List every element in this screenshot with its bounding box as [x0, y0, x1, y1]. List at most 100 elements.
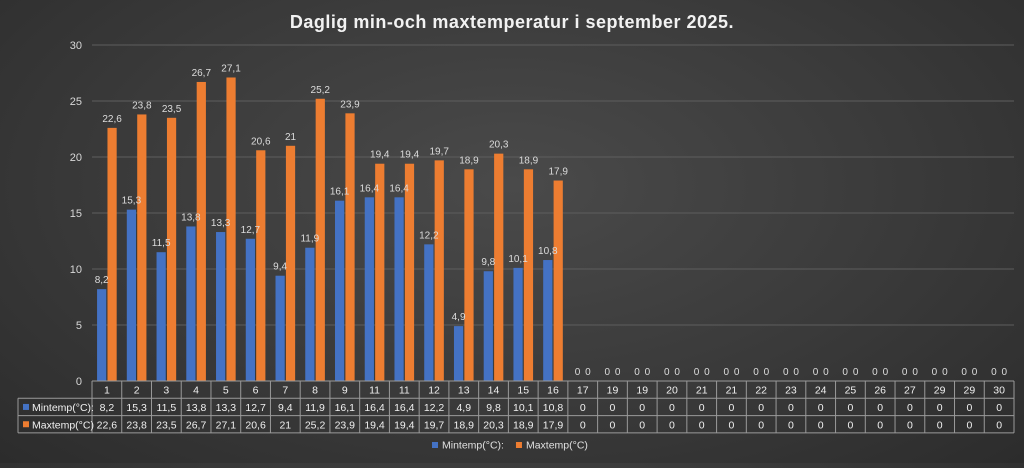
- x-tick-label: 29: [934, 385, 946, 397]
- min-bar-13: [453, 326, 464, 381]
- table-cell: 0: [639, 419, 645, 431]
- data-labels: 8,2 15,3 11,5 13,8 13,3 12,7 9,4 11,9 16,1 16,4 16…: [95, 63, 1008, 378]
- table-cell: 0: [729, 402, 735, 414]
- min-data-label: 12,7: [241, 225, 261, 236]
- x-tick-label: 3: [163, 385, 169, 397]
- table-cell: 0: [907, 419, 913, 431]
- table-cell: 0: [699, 419, 705, 431]
- min-bar-6: [245, 238, 255, 381]
- min-data-label: 8,2: [95, 275, 109, 286]
- max-data-label: 25,2: [311, 85, 331, 96]
- y-tick-label: 30: [70, 40, 82, 52]
- table-cell: 0: [847, 419, 853, 431]
- x-tick-label: 30: [993, 385, 1005, 397]
- min-data-label: 16,4: [360, 183, 380, 194]
- max-data-label: 20,3: [489, 140, 509, 151]
- min-bar-12: [424, 244, 434, 381]
- max-data-label: 0: [883, 367, 889, 378]
- max-data-label: 19,4: [400, 150, 420, 161]
- table-series-name: Maxtemp(°C): [32, 419, 94, 431]
- min-data-label: 13,8: [181, 212, 201, 223]
- max-bar-11: [404, 163, 415, 381]
- table-cell: 19,4: [394, 419, 415, 431]
- min-data-label: 4,9: [452, 312, 466, 323]
- table-cell: 12,2: [424, 402, 445, 414]
- table-cell: 17,9: [543, 419, 564, 431]
- min-bar-2: [126, 209, 137, 381]
- max-bar-12: [434, 160, 444, 381]
- table-cell: 0: [669, 402, 675, 414]
- table-cell: 26,7: [186, 419, 207, 431]
- legend-swatch: [515, 442, 522, 448]
- max-data-label: 0: [585, 367, 591, 378]
- table-cell: 21: [279, 419, 291, 431]
- table-cell: 16,4: [364, 402, 385, 414]
- min-data-label: 11,5: [152, 238, 171, 249]
- y-tick-label: 0: [76, 376, 82, 388]
- x-tick-label: 19: [636, 385, 648, 397]
- min-data-label: 0: [604, 367, 610, 378]
- x-tick-label: 14: [488, 385, 500, 397]
- max-data-label: 0: [793, 367, 799, 378]
- x-tick-label: 12: [428, 385, 440, 397]
- x-tick-label: 27: [904, 385, 916, 397]
- max-bar-9: [345, 113, 355, 381]
- min-bar-14: [483, 271, 493, 381]
- x-tick-label: 29: [964, 385, 976, 397]
- table-cell: 11,5: [157, 402, 177, 414]
- table-cell: 23,5: [156, 419, 177, 431]
- table-cell: 13,3: [216, 402, 237, 414]
- max-data-label: 26,7: [192, 68, 212, 79]
- table-cell: 0: [937, 402, 943, 414]
- max-bar-5: [226, 77, 236, 381]
- max-bar-14: [494, 153, 504, 381]
- x-tick-label: 9: [342, 385, 348, 397]
- min-data-label: 0: [842, 367, 848, 378]
- x-tick-label: 21: [696, 385, 708, 397]
- table-cell: 0: [966, 402, 972, 414]
- max-bar-15: [523, 169, 534, 381]
- max-data-label: 18,9: [459, 155, 479, 166]
- x-tick-label: 24: [815, 385, 827, 397]
- x-tick-label: 20: [666, 385, 678, 397]
- table-cell: 0: [758, 419, 764, 431]
- min-bar-5: [216, 232, 226, 381]
- max-data-label: 0: [823, 367, 829, 378]
- y-axis: 0 5 10 15 20 25 30: [70, 40, 82, 388]
- min-bar-11: [394, 197, 404, 381]
- table-cell: 23,8: [126, 419, 147, 431]
- x-tick-label: 21: [726, 385, 738, 397]
- max-data-label: 22,6: [102, 114, 122, 125]
- max-data-label: 27,1: [221, 63, 241, 74]
- x-tick-label: 23: [785, 385, 797, 397]
- x-tick-label: 26: [874, 385, 886, 397]
- table-cell: 10,8: [543, 402, 564, 414]
- min-bar-3: [156, 252, 166, 381]
- table-cell: 8,2: [100, 402, 115, 414]
- table-cell: 19,7: [424, 419, 445, 431]
- x-tick-label: 22: [755, 385, 767, 397]
- max-data-label: 17,9: [548, 167, 568, 178]
- min-data-label: 0: [902, 367, 908, 378]
- table-cell: 22,6: [97, 419, 118, 431]
- legend-label: Mintemp(°C):: [442, 440, 504, 452]
- min-bar-8: [305, 247, 315, 381]
- y-tick-label: 25: [70, 96, 82, 108]
- table-cell: 0: [610, 402, 616, 414]
- x-tick-label: 8: [312, 385, 318, 397]
- table-cell: 0: [966, 419, 972, 431]
- table-cell: 0: [996, 419, 1002, 431]
- max-bar-6: [256, 150, 266, 381]
- min-data-label: 13,3: [211, 218, 231, 229]
- table-cell: 11,9: [305, 402, 325, 414]
- table-cell: 0: [580, 419, 586, 431]
- table-cell: 15,3: [126, 402, 147, 414]
- max-bar-10: [375, 163, 385, 381]
- min-bar-1: [97, 289, 107, 381]
- min-bar-10: [364, 197, 374, 381]
- min-data-label: 16,4: [389, 183, 409, 194]
- table-cell: 18,9: [513, 419, 534, 431]
- legend: Mintemp(°C): Maxtemp(°C): [432, 440, 588, 452]
- table-cell: 0: [758, 402, 764, 414]
